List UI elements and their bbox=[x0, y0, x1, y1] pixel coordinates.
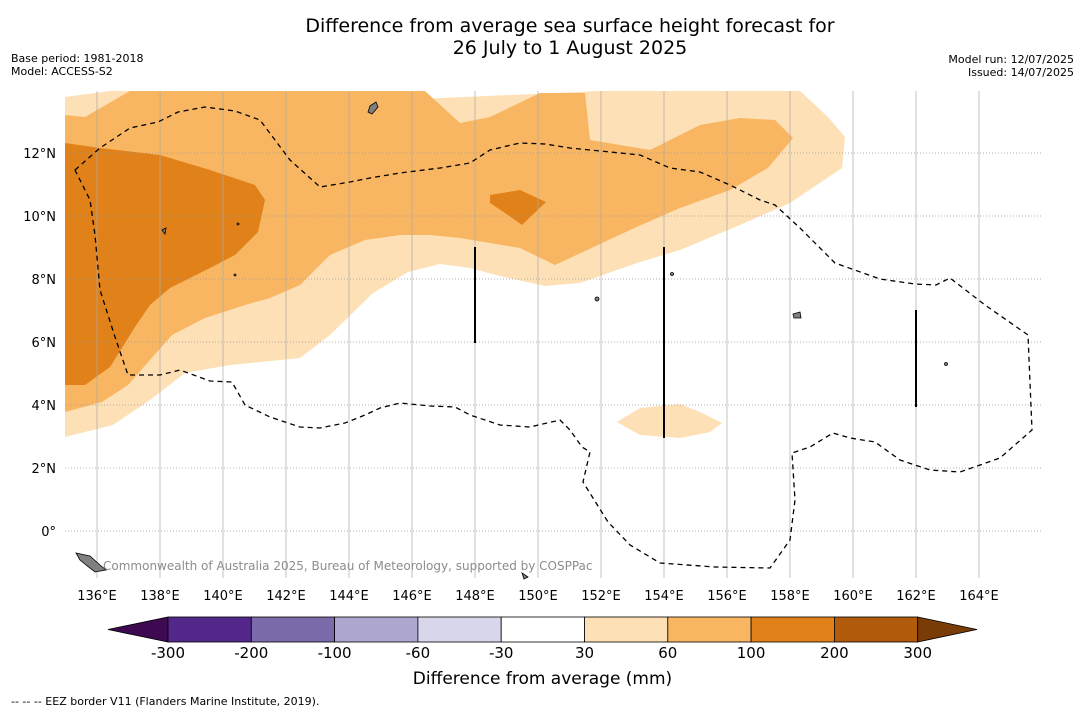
lon-tick-label: 156°E bbox=[707, 589, 747, 604]
footnote: -- -- -- EEZ border V11 (Flanders Marine… bbox=[11, 695, 320, 708]
lon-tick-label: 162°E bbox=[896, 589, 936, 604]
colorbar-tick-label: -300 bbox=[151, 644, 185, 662]
gridlines bbox=[65, 91, 1042, 578]
island-guam bbox=[367, 101, 379, 115]
island-png-east bbox=[521, 572, 529, 580]
colorbar-segment bbox=[667, 616, 752, 643]
colorbar-segment bbox=[167, 616, 252, 643]
island-dot-3 bbox=[944, 362, 948, 366]
lat-tick-label: 8°N bbox=[32, 273, 57, 288]
colorbar-title: Difference from average (mm) bbox=[412, 669, 673, 689]
colorbar-tick-label: 60 bbox=[658, 644, 677, 662]
colorbar-segment bbox=[500, 616, 585, 643]
lat-tick-label: 10°N bbox=[23, 210, 56, 225]
meta-left: Base period: 1981-2018 Model: ACCESS-S2 bbox=[11, 52, 143, 78]
lat-tick-label: 2°N bbox=[32, 462, 57, 477]
colorbar: -300 -200 -100 -60 -30 30 60 100 200 300 bbox=[107, 616, 978, 662]
colorbar-tick-label: 300 bbox=[903, 644, 932, 662]
base-period: Base period: 1981-2018 bbox=[11, 52, 144, 65]
contour-30-60-south bbox=[617, 404, 722, 438]
issued-date: Issued: 14/07/2025 bbox=[967, 66, 1074, 79]
colorbar-tick-label: -60 bbox=[406, 644, 431, 662]
colorbar-segment bbox=[834, 616, 919, 643]
colorbar-extend-high bbox=[917, 616, 978, 643]
lon-tick-label: 148°E bbox=[455, 589, 495, 604]
island-palau bbox=[161, 227, 167, 235]
lon-tick-label: 164°E bbox=[959, 589, 999, 604]
model-run: Model run: 12/07/2025 bbox=[948, 53, 1074, 66]
colorbar-segment bbox=[334, 616, 419, 643]
lon-tick-label: 152°E bbox=[581, 589, 621, 604]
colorbar-segment bbox=[250, 616, 336, 643]
lon-tick-label: 136°E bbox=[77, 589, 117, 604]
title-line-2: 26 July to 1 August 2025 bbox=[452, 37, 688, 59]
lon-tick-label: 146°E bbox=[392, 589, 432, 604]
longitude-labels: 136°E 138°E 140°E 142°E 144°E 146°E 148°E 150°E… bbox=[77, 589, 999, 604]
eez-border bbox=[74, 106, 1033, 569]
island-png-west bbox=[75, 552, 107, 573]
colorbar-segment bbox=[417, 616, 502, 643]
lon-tick-label: 138°E bbox=[140, 589, 180, 604]
lat-tick-label: 6°N bbox=[32, 336, 57, 351]
colorbar-extend-low bbox=[107, 616, 169, 643]
meta-right: Model run: 12/07/2025 Issued: 14/07/2025 bbox=[948, 53, 1074, 79]
island-chuuk bbox=[792, 311, 802, 319]
model-name: Model: ACCESS-S2 bbox=[11, 65, 113, 78]
lon-tick-label: 160°E bbox=[833, 589, 873, 604]
colorbar-tick-label: 100 bbox=[737, 644, 766, 662]
contour-100-200-small bbox=[490, 190, 546, 225]
map-title: Difference from average sea surface heig… bbox=[0, 15, 1085, 59]
colorbar-tick-label: -30 bbox=[489, 644, 514, 662]
lon-tick-label: 142°E bbox=[266, 589, 306, 604]
map-plot-area: Commonwealth of Australia 2025, Bureau o… bbox=[23, 91, 1042, 604]
colorbar-tick-label: -200 bbox=[234, 644, 268, 662]
colorbar-tick-label: 200 bbox=[820, 644, 849, 662]
latitude-labels: 12°N 10°N 8°N 6°N 4°N 2°N 0° bbox=[23, 147, 56, 540]
island-dot-4 bbox=[236, 222, 240, 226]
contour-100-200 bbox=[65, 143, 265, 385]
island-dot-5 bbox=[233, 273, 237, 277]
lon-tick-label: 158°E bbox=[770, 589, 810, 604]
title-line-1: Difference from average sea surface heig… bbox=[305, 15, 835, 37]
copyright-text: Commonwealth of Australia 2025, Bureau o… bbox=[103, 559, 593, 573]
contour-60-100 bbox=[65, 91, 793, 412]
lat-tick-label: 4°N bbox=[32, 399, 57, 414]
lon-tick-label: 144°E bbox=[329, 589, 369, 604]
islands bbox=[75, 101, 948, 580]
colorbar-segment bbox=[750, 616, 835, 643]
colorbar-segment bbox=[584, 616, 669, 643]
island-dot-1 bbox=[594, 296, 600, 302]
lat-tick-label: 12°N bbox=[23, 147, 56, 162]
colorbar-tick-label: 30 bbox=[575, 644, 594, 662]
lon-tick-label: 154°E bbox=[644, 589, 684, 604]
lon-tick-label: 140°E bbox=[203, 589, 243, 604]
lat-tick-label: 0° bbox=[41, 525, 56, 540]
lon-tick-label: 150°E bbox=[518, 589, 558, 604]
island-dot-2 bbox=[670, 272, 674, 276]
colorbar-tick-label: -100 bbox=[318, 644, 352, 662]
